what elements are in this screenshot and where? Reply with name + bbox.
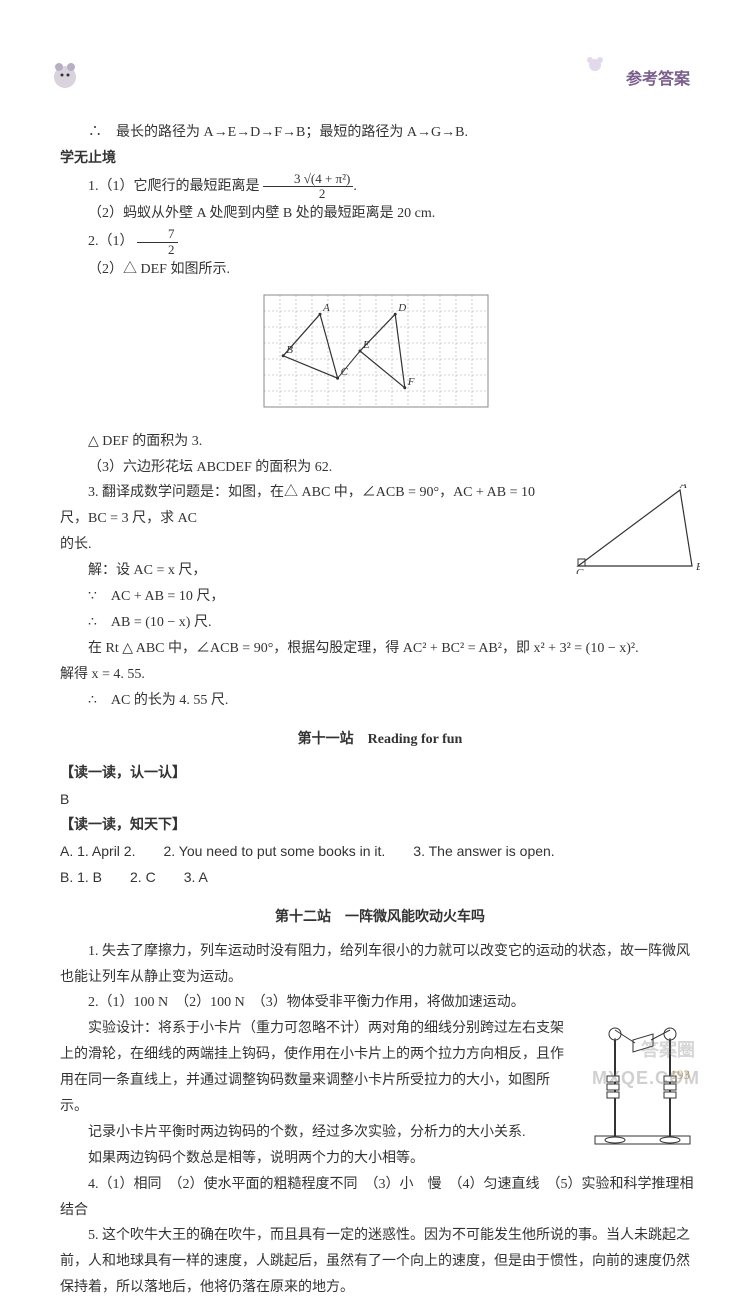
q3-l7: ∴ AC 的长为 4. 55 尺. <box>60 688 700 714</box>
q2-part1: 2.（1） 7 2 <box>60 227 700 257</box>
svg-text:C: C <box>341 366 349 378</box>
def-area: △ DEF 的面积为 3. <box>60 429 700 455</box>
svg-text:C: C <box>576 567 584 574</box>
triangle-grid-figure: A B C D E F <box>260 291 500 421</box>
svg-text:F: F <box>407 376 415 388</box>
sec11-h2: 【读一读，知天下】 <box>60 813 700 839</box>
q2-text-a: 2.（1） <box>88 234 134 249</box>
flower-doodle-icon <box>580 50 610 80</box>
q2-frac-den: 2 <box>137 243 178 257</box>
sec12-p7: 5. 这个吹牛大王的确在吹牛，而且具有一定的迷惑性。因为不可能发生他所说的事。当… <box>60 1223 700 1301</box>
q1-frac-num: 3 √(4 + π²) <box>263 172 353 187</box>
watermark-en: MXQE.COM <box>592 1062 700 1095</box>
sec11-h1: 【读一读，认一认】 <box>60 761 700 787</box>
svg-text:A: A <box>322 302 330 314</box>
q1-frac-den: 2 <box>263 187 353 201</box>
raccoon-doodle-icon <box>45 55 85 95</box>
q2-fraction: 7 2 <box>137 227 178 257</box>
q2-part2: （2）△ DEF 如图所示. <box>60 257 700 283</box>
q3-l4: ∴ AB = (10 − x) 尺. <box>60 610 700 636</box>
sec11-rowB: B. 1. B 2. C 3. A <box>60 865 700 891</box>
q1-part2: （2）蚂蚁从外壁 A 处爬到内壁 B 处的最短距离是 20 cm. <box>60 201 700 227</box>
section11-title: 第十一站 Reading for fun <box>60 727 700 753</box>
svg-text:D: D <box>397 302 406 314</box>
svg-text:B: B <box>286 344 293 356</box>
q1-text-b: . <box>353 179 357 194</box>
sec11-a1: B <box>60 787 700 813</box>
hexagon-area: （3）六边形花坛 ABCDEF 的面积为 62. <box>60 455 700 481</box>
section-heading: 学无止境 <box>60 146 700 172</box>
sec11-rowA: A. 1. April 2. 2. You need to put some b… <box>60 839 700 865</box>
svg-text:E: E <box>362 339 370 351</box>
q1-text-a: 1.（1）它爬行的最短距离是 <box>88 179 260 194</box>
q1-fraction: 3 √(4 + π²) 2 <box>263 172 353 202</box>
sec12-p2: 2.（1）100 N （2）100 N （3）物体受非平衡力作用，将做加速运动。 <box>60 990 700 1016</box>
longest-shortest-path: ∴ 最长的路径为 A→E→D→F→B；最短的路径为 A→G→B. <box>60 120 700 146</box>
right-triangle-figure: A B C <box>570 484 700 574</box>
svg-text:A: A <box>679 484 687 491</box>
q3-l6: 解得 x = 4. 55. <box>60 662 700 688</box>
answer-content: ∴ 最长的路径为 A→E→D→F→B；最短的路径为 A→G→B. 学无止境 1.… <box>60 120 700 1301</box>
q2-frac-num: 7 <box>137 227 178 242</box>
q3-l5: 在 Rt △ ABC 中，∠ACB = 90°，根据勾股定理，得 AC² + B… <box>60 636 700 662</box>
svg-text:B: B <box>696 561 700 573</box>
section12-title: 第十二站 一阵微风能吹动火车吗 <box>60 905 700 931</box>
sec12-p6: 4.（1）相同 （2）使水平面的粗糙程度不同 （3）小 慢 （4）匀速直线 （5… <box>60 1172 700 1224</box>
sec12-p1: 1. 失去了摩擦力，列车运动时没有阻力，给列车很小的力就可以改变它的运动的状态，… <box>60 939 700 991</box>
q3-l3: ∵ AC + AB = 10 尺， <box>60 584 700 610</box>
q1-part1: 1.（1）它爬行的最短距离是 3 √(4 + π²) 2 . <box>60 172 700 202</box>
page-header-title: 参考答案 <box>626 65 690 95</box>
